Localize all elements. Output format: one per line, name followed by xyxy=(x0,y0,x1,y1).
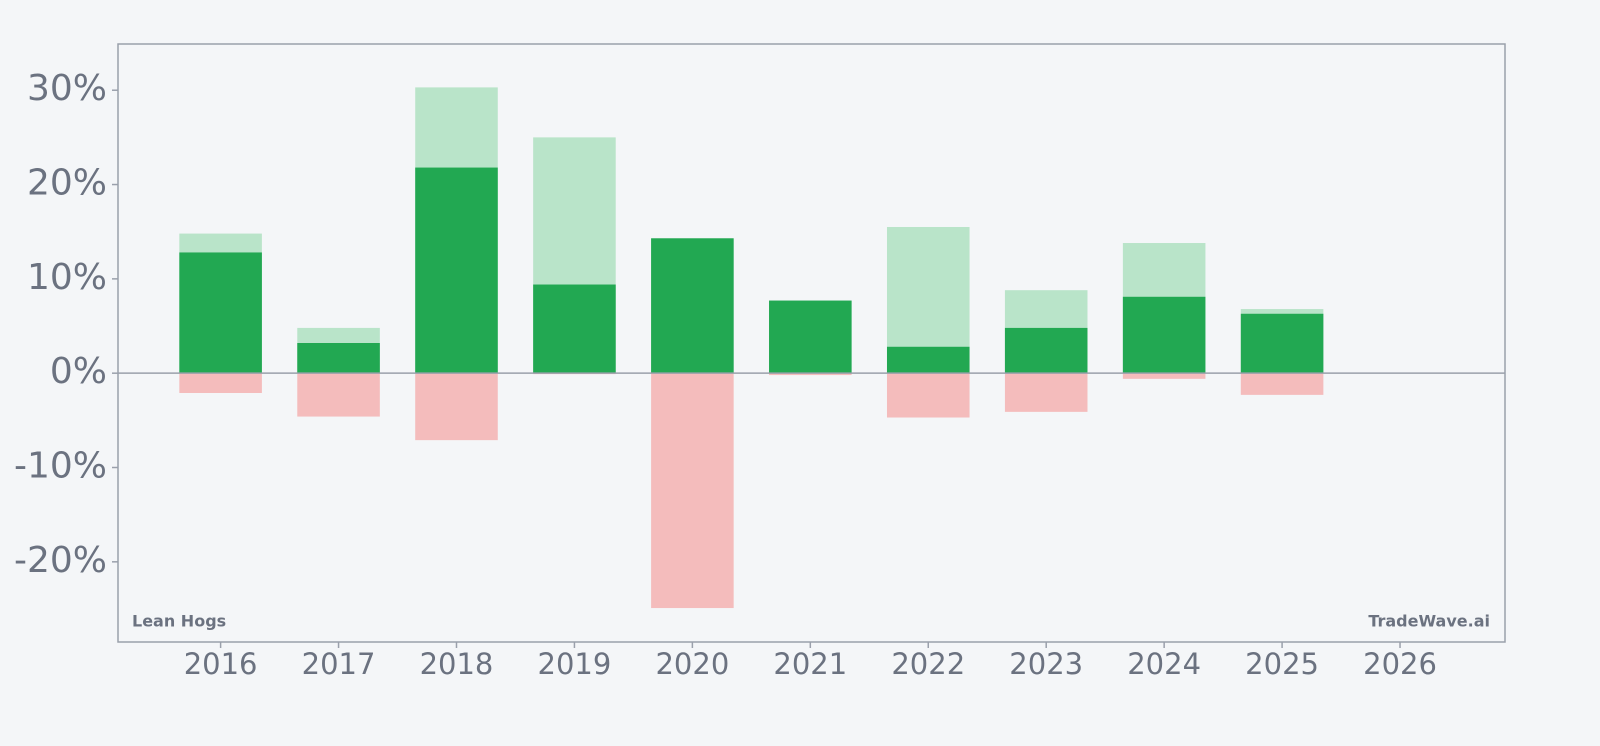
x-tick-label: 2026 xyxy=(1363,647,1437,681)
plot-frame xyxy=(117,43,1506,643)
x-tick-label: 2022 xyxy=(891,647,965,681)
bar xyxy=(769,300,852,374)
bar xyxy=(533,284,616,374)
bar xyxy=(179,373,262,393)
bar xyxy=(1004,373,1088,412)
x-tick-label: 2019 xyxy=(538,647,612,681)
bar xyxy=(1122,373,1206,379)
y-tick-label: 30% xyxy=(27,68,107,109)
y-tick-label: -20% xyxy=(14,540,107,581)
y-tick-label: 20% xyxy=(27,163,107,204)
bar xyxy=(415,167,498,374)
x-tick-label: 2024 xyxy=(1127,647,1201,681)
x-tick-label: 2025 xyxy=(1245,647,1319,681)
bar xyxy=(886,346,970,374)
annotation: TradeWave.ai xyxy=(1368,612,1490,631)
bar xyxy=(1240,373,1324,395)
x-tick-label: 2017 xyxy=(302,647,376,681)
x-tick-label: 2023 xyxy=(1009,647,1083,681)
bar xyxy=(297,373,380,417)
bar xyxy=(1004,327,1088,374)
bar xyxy=(1240,313,1324,374)
annotation: Lean Hogs xyxy=(132,612,226,631)
bar xyxy=(651,238,734,374)
bar xyxy=(769,373,852,376)
bar xyxy=(297,343,380,374)
bar xyxy=(1122,296,1206,374)
x-tick-label: 2018 xyxy=(420,647,494,681)
y-tick-label: 10% xyxy=(27,257,107,298)
y-tick-label: -10% xyxy=(14,446,107,487)
x-tick-label: 2021 xyxy=(773,647,847,681)
y-tick-label: 0% xyxy=(50,351,107,392)
x-tick-label: 2020 xyxy=(655,647,729,681)
bar xyxy=(886,373,970,418)
bar xyxy=(179,252,262,374)
x-tick-label: 2016 xyxy=(184,647,258,681)
bar xyxy=(651,373,734,609)
bar xyxy=(415,373,498,441)
